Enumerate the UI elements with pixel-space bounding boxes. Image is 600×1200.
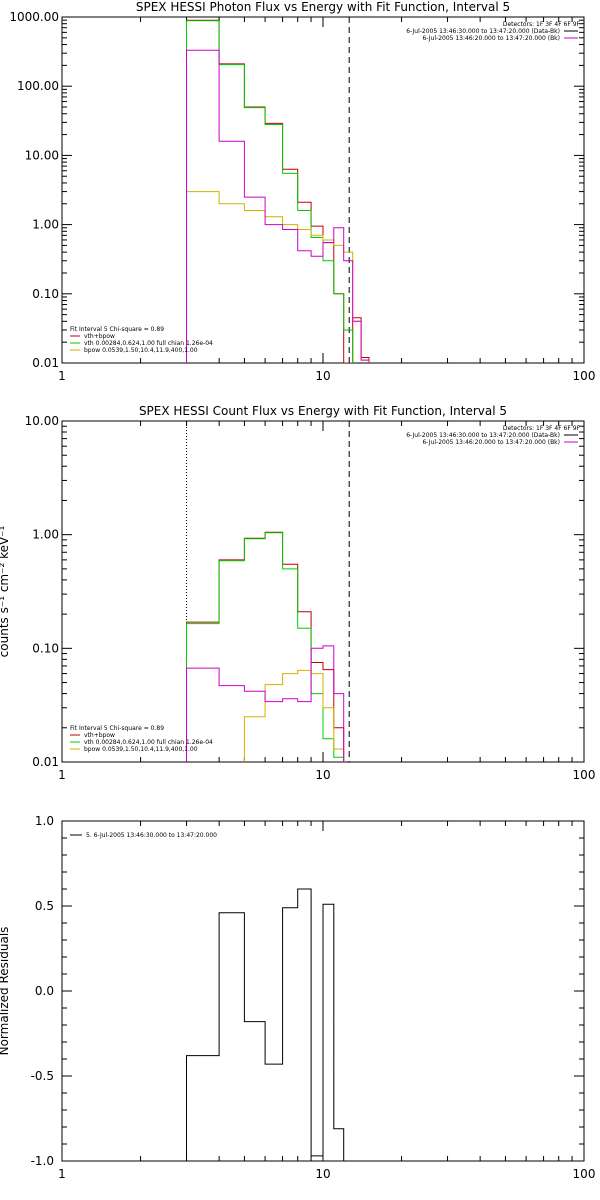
legend-entry-1: vth+bpow: [84, 333, 115, 340]
chart-panel-1: SPEX HESSI Photon Flux vs Energy with Fi…: [9, 0, 596, 383]
y-tick-label: 0.0: [35, 984, 54, 998]
legend-entry-2: vth 0.00284,0.624,1.00 full chian 1.26e-…: [84, 739, 213, 746]
plot-area: [186, 19, 370, 363]
x-tick-label: 100: [573, 1167, 596, 1181]
y-tick-label: 1000.00: [9, 10, 59, 24]
info-line-0: Detectors: 1F 3F 4F 6F 9F: [503, 425, 581, 432]
info-line-2: 6-Jul-2005 13:46:20.000 to 13:47:20.000 …: [422, 439, 560, 446]
y-tick-label: 1.0: [35, 814, 54, 828]
y-tick-label: 0.10: [32, 287, 59, 301]
x-tick-label: 10: [315, 369, 330, 383]
y-tick-label: 0.01: [32, 755, 59, 769]
series-2-line: [186, 669, 345, 762]
series-0-line: [186, 531, 345, 762]
x-tick-label: 10: [315, 768, 330, 782]
chart-title: SPEX HESSI Count Flux vs Energy with Fit…: [139, 404, 507, 418]
y-tick-label: -1.0: [31, 1154, 54, 1168]
series-3-line: [186, 49, 370, 363]
y-tick-label: 10.00: [25, 414, 59, 428]
series-3-line: [186, 645, 345, 762]
series-2-line: [186, 191, 370, 363]
y-tick-label: 1.00: [32, 218, 59, 232]
x-tick-label: 10: [315, 1167, 330, 1181]
info-line-0: Detectors: 1F 3F 4F 6F 9F: [503, 21, 581, 28]
x-tick-label: 1: [58, 369, 66, 383]
legend-header: Fit Interval 5 Chi-square = 0.89: [70, 725, 164, 732]
x-tick-label: 1: [58, 768, 66, 782]
series-1-line: [186, 20, 370, 363]
y-tick-label: 1.00: [32, 528, 59, 542]
chart-panel-2: SPEX HESSI Count Flux vs Energy with Fit…: [0, 404, 596, 782]
x-tick-label: 100: [573, 768, 596, 782]
chart-title: SPEX HESSI Photon Flux vs Energy with Fi…: [136, 0, 510, 14]
y-tick-label: 100.00: [17, 79, 59, 93]
legend-entry: 5. 6-Jul-2005 13:46:30.000 to 13:47:20.0…: [86, 832, 217, 839]
legend-entry-3: bpow 0.0539,1.50,10.4,11.9,400,1.00: [84, 347, 198, 354]
legend-header: Fit Interval 5 Chi-square = 0.89: [70, 326, 164, 333]
info-line-2: 6-Jul-2005 13:46:20.000 to 13:47:20.000 …: [422, 35, 560, 42]
chart-panel-3: 1 10 100 1.0 0.5 0.0 -0.5 -1.0 Normalized Residu…: [0, 814, 595, 1181]
plot-area: [186, 531, 345, 762]
y-tick-label: -0.5: [31, 1069, 54, 1083]
series-0-line: [186, 888, 345, 1161]
y-tick-label: 0.5: [35, 899, 54, 913]
series-1-line: [186, 532, 345, 762]
y-axis-label: counts s⁻¹ cm⁻² keV⁻¹: [0, 525, 11, 657]
y-axis-label: Normalized Residuals: [0, 927, 11, 1056]
plot-area: [186, 888, 345, 1161]
legend-entry-3: bpow 0.0539,1.50,10.4,11.9,400,1.00: [84, 746, 198, 753]
legend-entry-2: vth 0.00284,0.624,1.00 full chian 1.26e-…: [84, 340, 213, 347]
x-tick-label: 100: [573, 369, 596, 383]
info-line-1: 6-Jul-2005 13:46:30.000 to 13:47:20.000 …: [406, 28, 560, 35]
y-tick-label: 0.01: [32, 356, 59, 370]
x-tick-label: 1: [58, 1167, 66, 1181]
y-tick-label: 0.10: [32, 641, 59, 655]
info-line-1: 6-Jul-2005 13:46:30.000 to 13:47:20.000 …: [406, 432, 560, 439]
plot-frame: [61, 16, 585, 364]
y-tick-label: 10.00: [25, 148, 59, 162]
legend-entry-1: vth+bpow: [84, 732, 115, 739]
